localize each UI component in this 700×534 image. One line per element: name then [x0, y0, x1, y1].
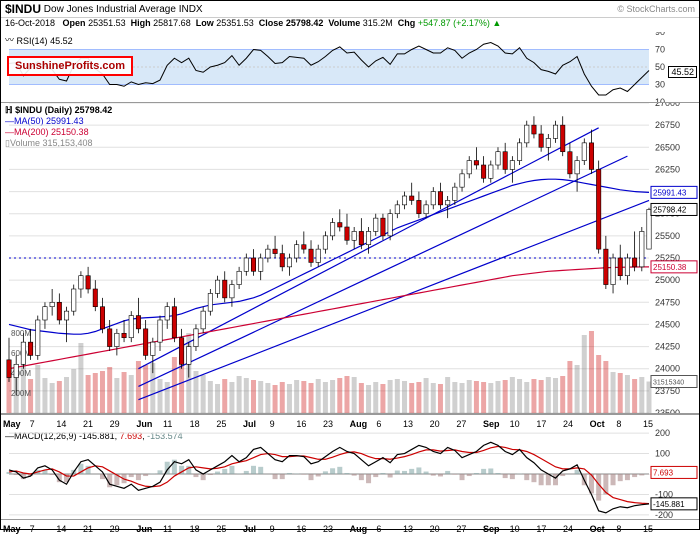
xaxis-main: May7142129Jun111825Jul91623Aug6132027Sep… [1, 414, 699, 429]
svg-text:7.693: 7.693 [653, 468, 674, 477]
price-plot: 2700026750265002625026000257502550025250… [1, 103, 700, 413]
watermark: SunshineProfits.com [7, 56, 133, 76]
svg-text:-145.881: -145.881 [653, 500, 685, 509]
svg-text:26500: 26500 [655, 142, 680, 152]
svg-text:31515340: 31515340 [653, 380, 684, 387]
svg-text:25150.38: 25150.38 [653, 263, 687, 272]
source-credit: © StockCharts.com [617, 4, 695, 14]
svg-text:25500: 25500 [655, 231, 680, 241]
symbol: $INDU [5, 2, 41, 16]
svg-text:-200: -200 [655, 510, 673, 519]
xaxis-macd: May7142129Jun111825Jul91623Aug6132027Sep… [1, 519, 699, 534]
svg-text:24750: 24750 [655, 297, 680, 307]
svg-text:90: 90 [655, 32, 665, 37]
rsi-flag: 45.52 [668, 66, 697, 78]
svg-text:200M: 200M [11, 389, 31, 398]
svg-text:50: 50 [655, 62, 665, 72]
svg-text:27000: 27000 [655, 103, 680, 108]
svg-text:23500: 23500 [655, 408, 680, 413]
rsi-panel: SunshineProfits.com 〰 RSI(14) 45.52 9070… [1, 32, 699, 103]
svg-text:30: 30 [655, 80, 665, 90]
svg-text:200: 200 [655, 429, 670, 438]
ohlc-line: 16-Oct-2018 Open 25351.53 High 25817.68 … [5, 18, 501, 28]
chart-header: $INDU Dow Jones Industrial Average INDX … [1, 1, 699, 18]
macd-panel: —MACD(12,26,9) -145.881, 7.693, -153.574… [1, 429, 699, 519]
svg-text:24250: 24250 [655, 342, 680, 352]
svg-text:24500: 24500 [655, 319, 680, 329]
svg-text:25798.42: 25798.42 [653, 205, 687, 214]
svg-text:10: 10 [655, 97, 665, 102]
macd-plot: 2001000-100-2007.693-145.881 [1, 429, 700, 519]
svg-text:25991.43: 25991.43 [653, 188, 687, 197]
svg-text:70: 70 [655, 45, 665, 55]
svg-text:100: 100 [655, 449, 670, 459]
svg-text:24000: 24000 [655, 364, 680, 374]
svg-text:800M: 800M [11, 329, 31, 338]
svg-text:26250: 26250 [655, 164, 680, 174]
symbol-name: Dow Jones Industrial Average INDX [44, 4, 203, 15]
svg-text:25000: 25000 [655, 275, 680, 285]
svg-text:26750: 26750 [655, 120, 680, 130]
price-panel: ℍ $INDU (Daily) 25798.42 —MA(50) 25991.4… [1, 103, 699, 414]
stock-chart: $INDU Dow Jones Industrial Average INDX … [0, 0, 700, 530]
